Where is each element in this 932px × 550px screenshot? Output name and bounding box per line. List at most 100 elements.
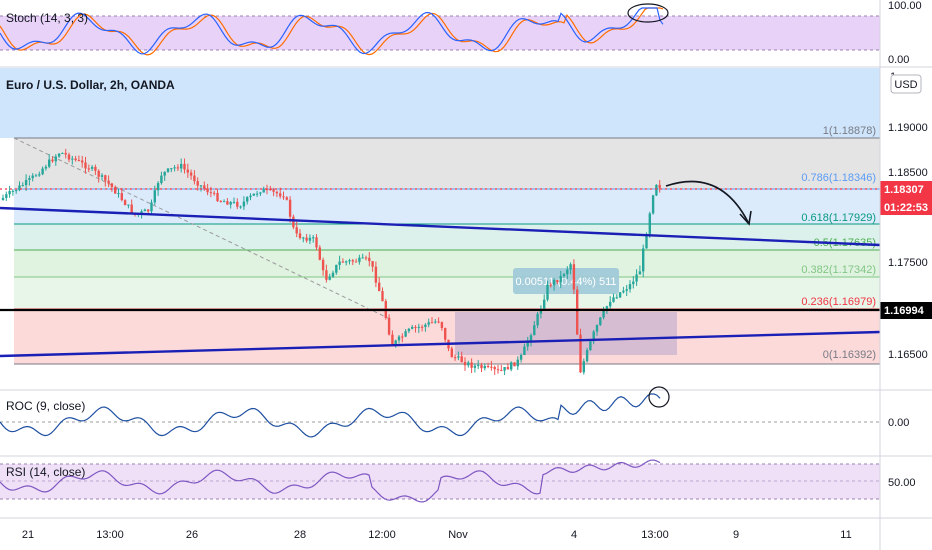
candle-body [483, 366, 486, 369]
candle-body [176, 167, 180, 169]
candle-body [585, 350, 589, 362]
candle-body [556, 279, 559, 283]
stoch-d-line [0, 7, 664, 56]
fib-zone-3 [14, 224, 880, 250]
candle-body [381, 291, 384, 302]
time-tick-1300-b: 13:00 [641, 529, 669, 541]
candle-body [450, 348, 453, 358]
time-axis[interactable]: 21 13:00 26 28 12:00 Nov 4 13:00 9 11 [22, 529, 852, 541]
fib-zone-top [0, 68, 880, 138]
candle-body [437, 321, 440, 323]
currency-button[interactable] [890, 74, 922, 94]
candle-body [153, 190, 156, 203]
countdown-value: 01:22:53 [884, 202, 928, 214]
candle-body [18, 185, 21, 191]
candle-body [229, 202, 232, 205]
candle-body [242, 201, 246, 207]
fib-zone-5 [14, 277, 880, 309]
candle-body [203, 185, 206, 189]
candle-body [444, 328, 447, 340]
candle-body [595, 325, 599, 332]
candle-body [625, 289, 628, 291]
time-tick-4: 4 [571, 529, 577, 541]
time-tick-28: 28 [294, 529, 306, 541]
candle-body [180, 163, 183, 169]
rsi-tick-50: 50.00 [888, 477, 916, 489]
price-tick-119000: 1.19000 [888, 122, 928, 134]
candle-body [394, 340, 397, 346]
candle-body [345, 261, 348, 263]
candle-body [318, 247, 321, 260]
candle-body [612, 297, 615, 302]
candle-body [163, 171, 166, 176]
stoch-tick-0: 0.00 [888, 54, 909, 66]
candle-body [536, 313, 539, 326]
fib-zone-1 [14, 138, 880, 189]
candle-body [196, 181, 199, 186]
candle-body [130, 204, 133, 214]
candle-body [559, 275, 562, 283]
candle-body [473, 365, 477, 368]
candle-body [566, 269, 569, 275]
candle-body [477, 364, 480, 366]
candle-body [226, 201, 229, 205]
fib-label-0: 0(1.16392) [823, 349, 876, 361]
candle-body [503, 367, 506, 371]
price-pane[interactable]: 1(1.18878) 0.786(1.18346) 0.618(1.17929)… [0, 68, 932, 390]
candle-body [397, 336, 401, 341]
arrow-head-icon [739, 210, 752, 226]
roc-tick-0: 0.00 [888, 417, 909, 429]
candle-body [358, 257, 361, 262]
candle-body [430, 322, 434, 324]
candle-body [321, 259, 325, 271]
time-tick-21: 21 [22, 529, 34, 541]
price-range-box[interactable] [455, 312, 677, 355]
candle-body [5, 194, 8, 198]
candle-body [222, 201, 226, 203]
time-tick-11: 11 [840, 529, 851, 541]
time-tick-26: 26 [186, 529, 198, 541]
lower-trendline[interactable] [0, 330, 881, 358]
candle-body [107, 180, 110, 184]
candle-body [361, 257, 364, 259]
candle-body [193, 175, 196, 182]
candle-body [74, 158, 77, 161]
currency-label: USD [894, 79, 917, 91]
candle-body [500, 369, 503, 371]
candle-body [348, 260, 351, 262]
stoch-title: Stoch (14, 3, 3) [6, 11, 88, 25]
time-tick-1200: 12:00 [368, 529, 396, 541]
candle-body [8, 191, 11, 195]
candle-body [496, 369, 500, 371]
current-price-badge [880, 181, 932, 198]
candle-body [15, 190, 18, 192]
time-tick-nov: Nov [448, 529, 468, 541]
candle-body [170, 168, 173, 170]
candle-body [160, 175, 163, 184]
candle-body [411, 326, 414, 329]
candle-body [269, 189, 272, 191]
candle-body [272, 189, 275, 192]
candle-body [123, 200, 127, 206]
candle-body [417, 326, 420, 328]
candle-body [562, 274, 566, 276]
fib-label-0786: 0.786(1.18346) [801, 172, 876, 184]
candle-body [589, 341, 592, 351]
projection-arrow[interactable] [665, 180, 749, 223]
candle-body [638, 271, 642, 275]
candle-body [140, 211, 143, 214]
candle-body [364, 257, 368, 259]
candle-body [246, 197, 249, 202]
candle-body [77, 160, 81, 162]
roc-pane: ROC (9, close) 0.00 [0, 386, 909, 438]
candle-body [94, 166, 97, 171]
candle-body [632, 281, 635, 285]
candle-body [262, 189, 265, 193]
upper-trendline[interactable] [0, 206, 881, 247]
candle-body [374, 266, 378, 283]
candle-body [463, 362, 467, 366]
candle-body [288, 199, 292, 217]
candle-body [199, 185, 203, 187]
candle-body [549, 284, 552, 286]
